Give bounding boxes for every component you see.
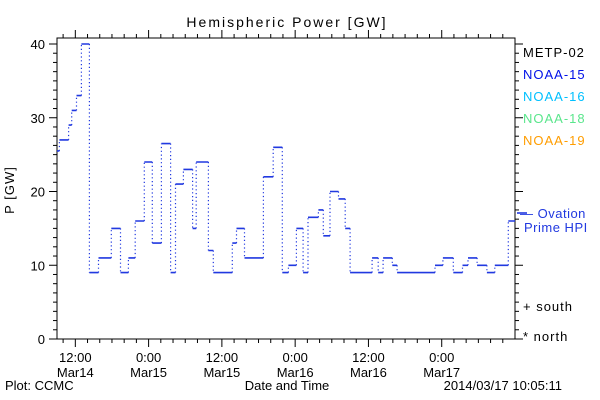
footer-plot-source: Plot: CCMC [5, 378, 74, 393]
x-axis-title: Date and Time [245, 378, 330, 393]
x-tick-label-date: Mar14 [57, 365, 94, 380]
x-tick-label-date: Mar16 [350, 365, 387, 380]
legend-item-noaa-16: NOAA-16 [523, 89, 586, 104]
x-tick-label-time: 12:00 [352, 350, 385, 365]
hpi-step-horizontals [57, 43, 515, 274]
y-tick-label: 20 [31, 185, 45, 200]
x-tick-label-date: Mar17 [423, 365, 460, 380]
legend-item-noaa-19: NOAA-19 [523, 133, 586, 148]
x-tick-label-time: 0:00 [136, 350, 161, 365]
x-tick-label-time: 0:00 [283, 350, 308, 365]
series-legend-ovation-line1: — Ovation [520, 206, 586, 221]
plot-border [56, 37, 516, 340]
axis-tick-labels: 01020304012:00Mar140:00Mar1512:00Mar150:… [31, 37, 461, 380]
legend-item-metp-02: METP-02 [523, 45, 585, 60]
data-series-ovation-prime-hpi [57, 43, 527, 274]
x-tick-label-date: Mar16 [277, 365, 314, 380]
hpi-step-verticals [58, 44, 509, 273]
north-marker-key: * north [523, 329, 568, 344]
plot-frame [56, 37, 516, 340]
legend-item-noaa-18: NOAA-18 [523, 111, 586, 126]
y-tick-label: 40 [31, 37, 45, 52]
x-tick-label-time: 0:00 [429, 350, 454, 365]
y-tick-label: 30 [31, 111, 45, 126]
x-tick-label-time: 12:00 [206, 350, 239, 365]
legend-item-noaa-15: NOAA-15 [523, 67, 586, 82]
satellite-legend: METP-02 NOAA-15 NOAA-16 NOAA-18 NOAA-19 [523, 45, 586, 148]
series-legend-ovation-line2: Prime HPI [524, 220, 588, 235]
x-tick-label-date: Mar15 [203, 365, 240, 380]
axis-ticks [49, 30, 523, 347]
south-marker-key: + south [523, 299, 573, 314]
footer-timestamp: 2014/03/17 10:05:11 [444, 378, 562, 393]
chart-title: Hemispheric Power [GW] [186, 14, 387, 30]
x-tick-label-date: Mar15 [130, 365, 167, 380]
y-tick-label: 0 [38, 332, 45, 347]
y-tick-label: 10 [31, 258, 45, 273]
y-axis-label: P [GW] [2, 166, 17, 214]
x-tick-label-time: 12:00 [59, 350, 92, 365]
